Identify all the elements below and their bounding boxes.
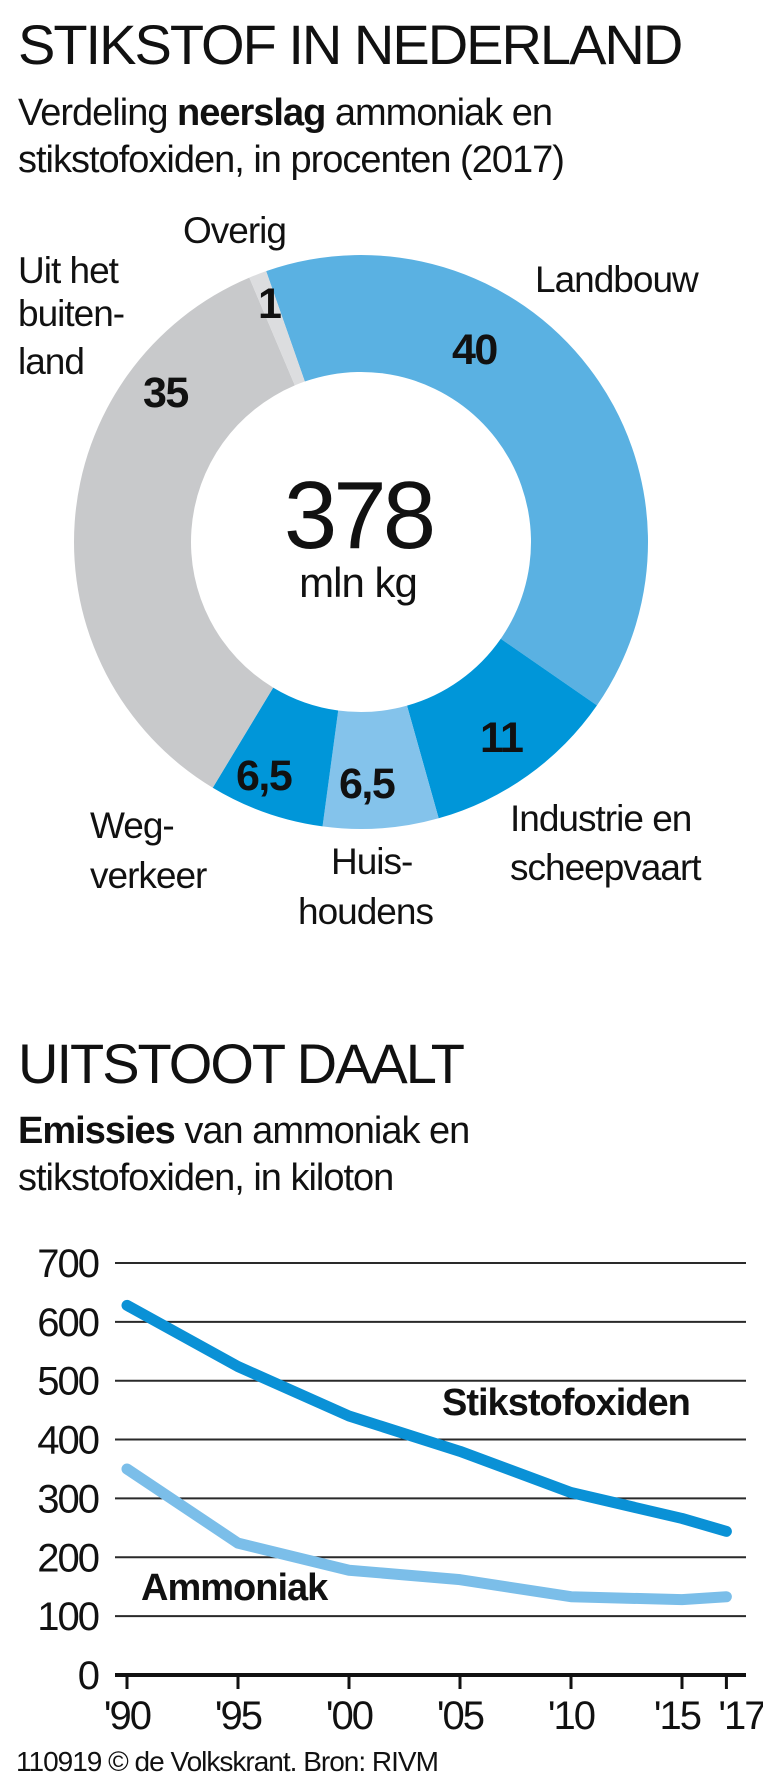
value-landbouw: 40 [452,326,497,374]
y-axis-ticks: 0 100 200 300 400 500 600 700 [37,1242,101,1698]
gridlines [115,1261,746,1618]
donut-segment-buitenland [73,277,295,788]
x-tick-label: '00 [326,1694,373,1738]
series-label-stikstofoxiden: Stikstofoxiden [442,1382,690,1424]
value-overig: 1 [258,280,281,328]
line-title: UITSTOOT DAALT [18,1032,464,1095]
donut-segment-overig [249,271,305,386]
label-overig: Overig [183,210,286,251]
line-series [121,1299,732,1606]
y-tick-label: 200 [37,1536,98,1580]
y-tick-label: 500 [37,1360,98,1404]
label-buitenland-3: land [18,341,84,382]
label-huishoudens-1: Huis- [331,841,412,882]
label-buitenland-2: buiten- [18,293,124,334]
donut-center-value: 378 [284,462,433,569]
donut-segment-landbouw [266,254,649,706]
line-stikstofoxiden [121,1299,732,1537]
x-tick-label: '17 [718,1694,763,1738]
donut-subtitle-line2: stikstofoxiden, in procenten (2017) [18,139,564,181]
value-buitenland: 35 [143,369,188,417]
y-tick-label: 100 [37,1595,98,1639]
label-wegverkeer-2: verkeer [90,855,207,896]
value-huishoudens: 6,5 [339,760,395,808]
y-tick-label: 0 [78,1654,99,1698]
label-industrie-2: scheepvaart [510,847,702,888]
x-tick-label: '10 [548,1694,595,1738]
value-wegverkeer: 6,5 [236,752,292,800]
donut-segment-wegverkeer [212,687,339,827]
label-huishoudens-2: houdens [298,891,433,932]
label-buitenland-1: Uit het [18,250,120,291]
y-tick-label: 400 [37,1419,98,1463]
label-landbouw: Landbouw [535,259,699,300]
line-subtitle-line2: stikstofoxiden, in kiloton [18,1157,393,1199]
label-industrie-1: Industrie en [510,798,691,839]
footer-credit: 110919 © de Volkskrant. Bron: RIVM [16,1746,438,1777]
y-tick-label: 300 [37,1477,98,1521]
y-tick-label: 700 [37,1242,98,1286]
donut-chart [73,254,649,829]
x-tick-label: '15 [654,1694,701,1738]
donut-subtitle-line1: Verdeling neerslag ammoniak en [18,92,552,134]
label-wegverkeer-1: Weg- [90,805,174,846]
line-subtitle-line1: Emissies van ammoniak en [18,1110,469,1152]
x-tick-label: '05 [437,1694,484,1738]
line-ammoniak [121,1463,732,1606]
donut-center-unit: mln kg [299,559,417,606]
donut-segment-huishoudens [322,705,439,829]
x-tick-label: '90 [104,1694,151,1738]
donut-segment-industrie [407,638,597,819]
x-axis: '90 '95 '00 '05 '10 '15 '17 [104,1673,763,1738]
y-tick-label: 600 [37,1301,98,1345]
x-tick-label: '95 [215,1694,262,1738]
series-label-ammoniak: Ammoniak [141,1567,329,1609]
value-industrie: 11 [480,714,523,762]
donut-title: STIKSTOF IN NEDERLAND [18,13,681,76]
